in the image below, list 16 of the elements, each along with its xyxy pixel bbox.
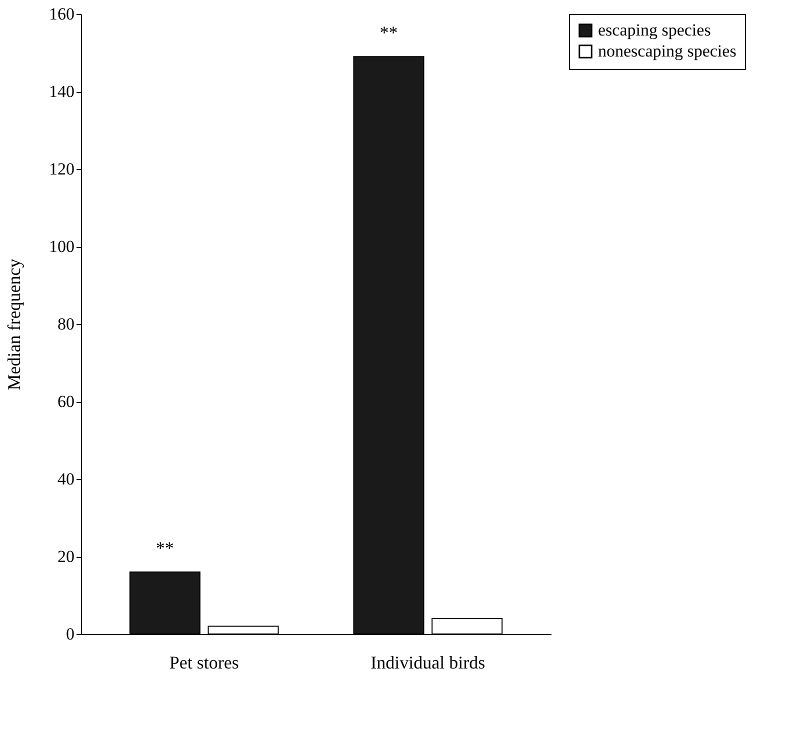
y-tick-label: 160 — [49, 4, 74, 24]
legend-label: escaping species — [598, 20, 711, 40]
y-tick-label: 20 — [58, 547, 74, 566]
annotation: ** — [380, 22, 398, 43]
y-tick-label: 140 — [49, 82, 74, 101]
y-tick-label: 120 — [49, 160, 74, 178]
y-tick-label: 100 — [49, 237, 74, 256]
y-tick-label: 0 — [66, 624, 74, 644]
annotation: ** — [156, 538, 174, 558]
x-tick-label: Pet stores — [169, 652, 239, 672]
y-tick-label: 60 — [58, 392, 74, 411]
y-tick-label: 40 — [58, 470, 74, 488]
y-tick-label: 80 — [58, 314, 74, 334]
legend-label: nonescaping species — [598, 42, 736, 60]
y-axis-title: Median frequency — [4, 258, 24, 390]
x-tick-label: Individual birds — [370, 652, 486, 672]
